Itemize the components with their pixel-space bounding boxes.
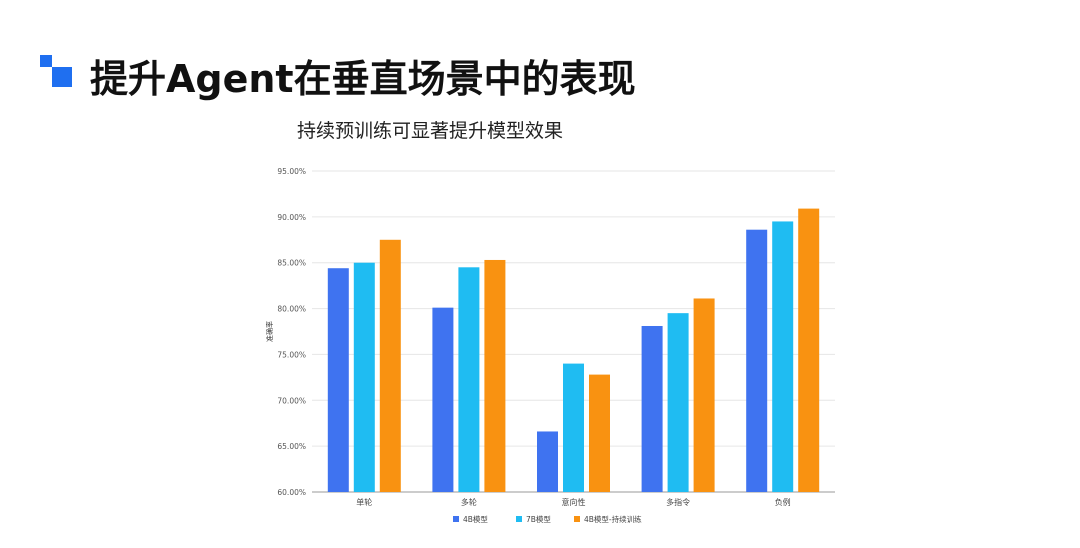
y-tick-label: 80.00% — [277, 305, 306, 314]
bar — [537, 431, 558, 492]
bar — [693, 298, 715, 492]
bar-chart: 持续预训练可显著提升模型效果 95.00% 90.00% 85.00% 80.00% 7… — [265, 120, 835, 524]
bar — [484, 259, 506, 492]
bar — [772, 221, 794, 492]
legend-label: 4B模型-持续训练 — [584, 514, 642, 524]
x-tick-label: 负例 — [775, 497, 791, 507]
chart-title: 持续预训练可显著提升模型效果 — [297, 120, 563, 142]
bar — [641, 325, 663, 492]
bar — [327, 268, 349, 492]
legend-swatch — [516, 516, 522, 522]
y-tick-label: 60.00% — [277, 488, 306, 497]
y-tick-label: 75.00% — [277, 350, 306, 359]
legend-swatch — [574, 516, 580, 522]
y-axis-label: 准确率 — [265, 321, 274, 342]
y-tick-label: 95.00% — [277, 167, 306, 176]
brand-logo-icon — [40, 55, 76, 91]
x-tick-label: 单轮 — [356, 497, 372, 507]
y-tick-label: 65.00% — [277, 442, 306, 451]
bar — [353, 262, 375, 492]
page-title: 提升Agent在垂直场景中的表现 — [90, 57, 636, 101]
x-tick-label: 多轮 — [461, 497, 477, 507]
bar — [667, 313, 689, 492]
y-tick-label: 70.00% — [277, 396, 306, 405]
legend-swatch — [453, 516, 459, 522]
y-tick-label: 85.00% — [277, 259, 306, 268]
chart-container: 持续预训练可显著提升模型效果 95.00% 90.00% 85.00% 80.00% 7… — [250, 110, 860, 540]
bar — [563, 363, 584, 492]
bar — [432, 307, 454, 492]
bar — [379, 239, 401, 492]
legend-label: 4B模型 — [463, 514, 488, 524]
x-tick-label: 意向性 — [562, 497, 586, 507]
y-tick-label: 90.00% — [277, 213, 306, 222]
bar — [746, 229, 768, 492]
legend-label: 7B模型 — [526, 514, 551, 524]
bar — [798, 208, 820, 493]
x-tick-label: 多指令 — [666, 497, 690, 507]
bar — [458, 267, 480, 492]
bar — [589, 374, 610, 492]
